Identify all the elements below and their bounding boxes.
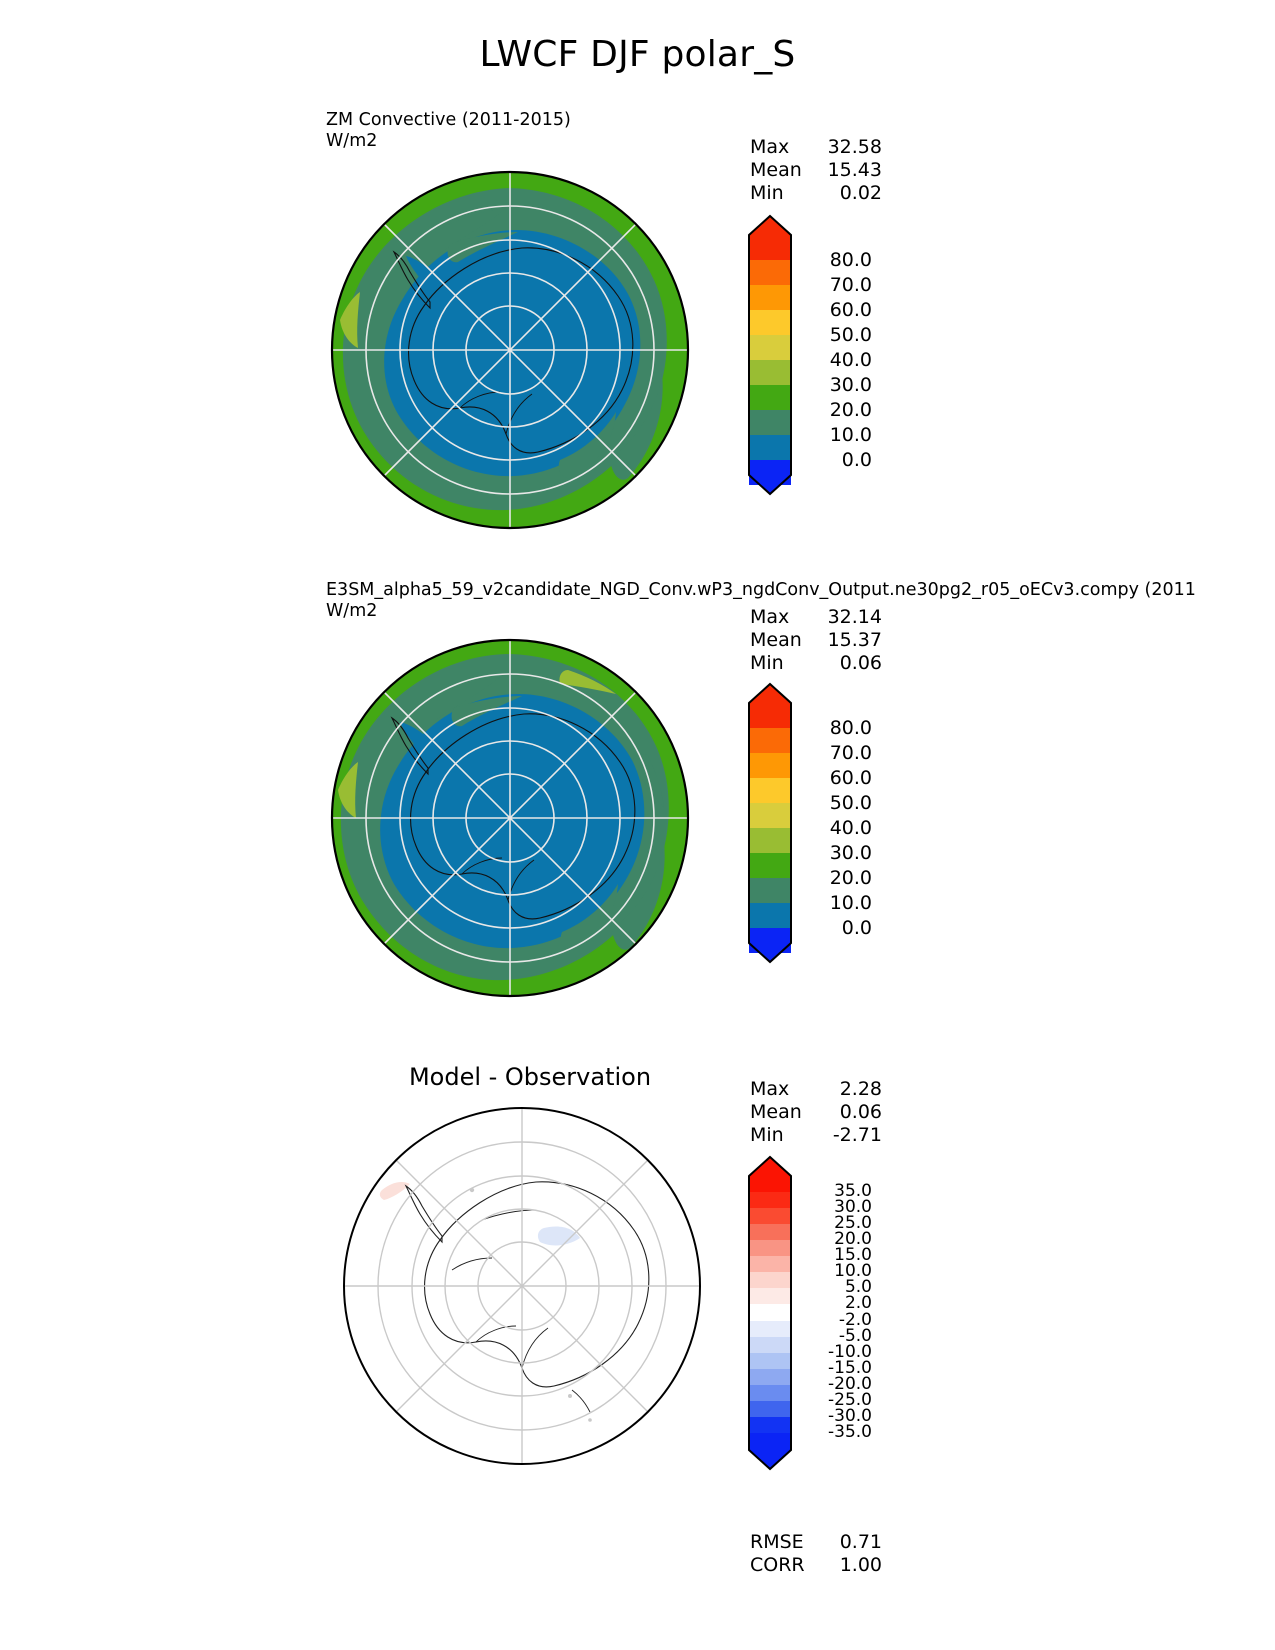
stat-label: Min xyxy=(750,1124,784,1146)
colorbar-tick: -20.0 xyxy=(828,1374,872,1394)
colorbar-tick: 30.0 xyxy=(829,842,872,864)
map-observation xyxy=(310,160,710,545)
panel-model-title: E3SM_alpha5_59_v2candidate_NGD_Conv.wP3_… xyxy=(326,580,1196,600)
panel-observation-stats: Max 32.58 Mean 15.43 Min 0.02 xyxy=(750,136,882,205)
stat-row: Max 32.14 xyxy=(750,606,882,629)
longitude-gridlines xyxy=(332,172,688,528)
colorbar-bands xyxy=(749,684,791,962)
colorbar-tick: -25.0 xyxy=(828,1390,872,1410)
colorbar-tick: 50.0 xyxy=(829,324,872,346)
map-model xyxy=(310,628,710,1013)
stat-value: -2.71 xyxy=(832,1124,882,1146)
stat-label: Max xyxy=(750,606,790,628)
colorbar-tick: 20.0 xyxy=(829,867,872,889)
colorbar-tick: 80.0 xyxy=(829,249,872,271)
stat-row: Mean 0.06 xyxy=(750,1101,882,1124)
panel-observation-units: W/m2 xyxy=(326,131,378,151)
colorbar-tick: 70.0 xyxy=(829,742,872,764)
stat-row: Mean 15.43 xyxy=(750,159,882,182)
stat-row: Max 32.58 xyxy=(750,136,882,159)
stat-value: 32.14 xyxy=(827,606,882,628)
colorbar-bands xyxy=(749,216,791,494)
colorbar-outline xyxy=(748,682,792,964)
colorbar-tick: 40.0 xyxy=(829,349,872,371)
map-boundary-circle xyxy=(343,1107,701,1465)
colorbar-tick: -10.0 xyxy=(828,1342,872,1362)
colorbar-tick: 10.0 xyxy=(829,892,872,914)
stat-value: 0.02 xyxy=(839,182,882,204)
main-colorbar-observation: 80.0 70.0 60.0 50.0 40.0 30.0 20.0 10.0 … xyxy=(748,214,872,496)
colorbar-tick: 60.0 xyxy=(829,767,872,789)
colorbar-tick: 30.0 xyxy=(829,374,872,396)
difference-metrics: RMSE 0.71 CORR 1.00 xyxy=(750,1531,882,1577)
figure-title: LWCF DJF polar_S xyxy=(479,34,796,75)
stat-row: Max 2.28 xyxy=(750,1078,882,1101)
colorbar-tick: 0.0 xyxy=(841,917,872,939)
metric-label: CORR xyxy=(750,1554,805,1576)
stat-label: Mean xyxy=(750,159,802,181)
stat-row: Min 0.06 xyxy=(750,652,882,675)
metric-row: RMSE 0.71 xyxy=(750,1531,882,1554)
colorbar-tick: 80.0 xyxy=(829,717,872,739)
stat-value: 15.43 xyxy=(827,159,882,181)
longitude-gridlines xyxy=(344,1108,700,1464)
metric-row: CORR 1.00 xyxy=(750,1554,882,1577)
stat-label: Mean xyxy=(750,1101,802,1123)
stat-row: Mean 15.37 xyxy=(750,629,882,652)
diff-anomaly-patch xyxy=(537,1226,580,1246)
colorbar-tick: -2.0 xyxy=(838,1310,872,1330)
colorbar-tick: 2.0 xyxy=(844,1293,872,1313)
panel-model-units: W/m2 xyxy=(326,601,378,621)
panel-difference-title: Model - Observation xyxy=(408,1063,652,1091)
stat-value: 15.37 xyxy=(827,629,882,651)
metric-value: 1.00 xyxy=(839,1554,882,1576)
stat-label: Min xyxy=(750,652,784,674)
colorbar-outline xyxy=(748,214,792,496)
metric-label: RMSE xyxy=(750,1531,804,1553)
colorbar-tick: 20.0 xyxy=(834,1229,872,1249)
colorbar-tick: 10.0 xyxy=(829,424,872,446)
stat-label: Max xyxy=(750,136,790,158)
map-boundary-circle xyxy=(330,638,690,998)
panel-observation-title: ZM Convective (2011-2015) xyxy=(326,110,571,130)
colorbar-tick: 25.0 xyxy=(834,1213,872,1233)
map-difference xyxy=(322,1090,722,1490)
colorbar-bands xyxy=(749,1157,791,1469)
colorbar-tick: -30.0 xyxy=(828,1406,872,1426)
main-colorbar-model: 80.0 70.0 60.0 50.0 40.0 30.0 20.0 10.0 … xyxy=(748,682,872,964)
colorbar-tick: 10.0 xyxy=(834,1261,872,1281)
colorbar-tick: 70.0 xyxy=(829,274,872,296)
panel-model-stats: Max 32.14 Mean 15.37 Min 0.06 xyxy=(750,606,882,675)
stat-label: Mean xyxy=(750,629,802,651)
longitude-gridlines xyxy=(332,640,688,996)
stat-value: 2.28 xyxy=(839,1078,882,1100)
colorbar-outline xyxy=(748,1155,792,1471)
colorbar-tick: -15.0 xyxy=(828,1358,872,1378)
colorbar-tick: 50.0 xyxy=(829,792,872,814)
stat-value: 32.58 xyxy=(827,136,882,158)
colorbar-tick: 40.0 xyxy=(829,817,872,839)
stat-value: 0.06 xyxy=(839,1101,882,1123)
stat-label: Min xyxy=(750,182,784,204)
metric-value: 0.71 xyxy=(839,1531,882,1553)
colorbar-tick: 35.0 xyxy=(834,1181,872,1201)
panel-difference-stats: Max 2.28 Mean 0.06 Min -2.71 xyxy=(750,1078,882,1147)
colorbar-tick: 30.0 xyxy=(834,1197,872,1217)
stat-label: Max xyxy=(750,1078,790,1100)
diff-colorbar: 35.0 30.0 25.0 20.0 15.0 10.0 5.0 2.0 -2… xyxy=(748,1155,872,1471)
colorbar-tick: 15.0 xyxy=(834,1245,872,1265)
colorbar-tick: 5.0 xyxy=(844,1277,872,1297)
colorbar-tick: 60.0 xyxy=(829,299,872,321)
stat-row: Min -2.71 xyxy=(750,1124,882,1147)
colorbar-tick: -35.0 xyxy=(828,1422,872,1442)
colorbar-tick: 20.0 xyxy=(829,399,872,421)
diff-anomaly-patch xyxy=(379,1182,410,1200)
stat-row: Min 0.02 xyxy=(750,182,882,205)
colorbar-tick: -5.0 xyxy=(838,1326,872,1346)
map-boundary-circle xyxy=(330,170,690,530)
colorbar-tick: 0.0 xyxy=(841,449,872,471)
stat-value: 0.06 xyxy=(839,652,882,674)
